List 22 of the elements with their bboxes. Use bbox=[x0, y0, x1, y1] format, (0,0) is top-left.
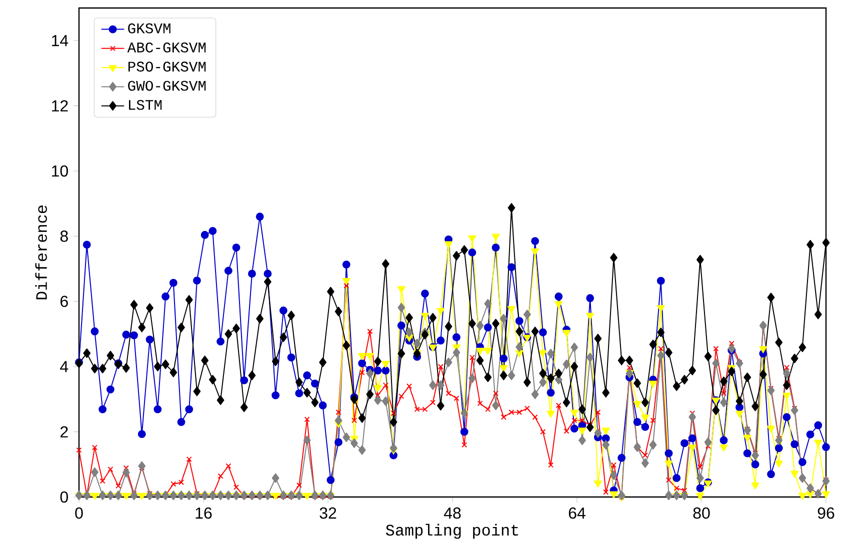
y-tick-label: 8 bbox=[60, 230, 68, 242]
x-tick-label: 0 bbox=[75, 507, 83, 519]
x-tick-label: 96 bbox=[818, 507, 834, 519]
x-tick-label: 80 bbox=[693, 507, 710, 519]
y-tick-label: 4 bbox=[60, 361, 68, 372]
x-tick-label: 64 bbox=[568, 507, 586, 519]
x-tick-label: 48 bbox=[444, 507, 461, 519]
legend-label: PSO-GKSVM bbox=[128, 62, 206, 72]
x-tick-label: 32 bbox=[320, 507, 336, 519]
y-tick-label: 14 bbox=[52, 35, 68, 46]
y-tick-label: 6 bbox=[60, 296, 68, 308]
y-axis-title: Difference bbox=[35, 206, 47, 300]
legend-label: LSTM bbox=[129, 100, 162, 110]
x-axis-title: Sampling point bbox=[386, 524, 518, 539]
legend-label: GKSVM bbox=[128, 23, 170, 34]
y-tick-label: 0 bbox=[60, 491, 68, 503]
y-tick-label: 10 bbox=[52, 165, 68, 177]
y-tick-label: 2 bbox=[60, 426, 68, 438]
legend-label: GWO-GKSVM bbox=[128, 80, 206, 91]
x-tick-label: 16 bbox=[196, 507, 212, 519]
legend-label: ABC-GKSVM bbox=[127, 42, 206, 52]
y-tick-label: 12 bbox=[52, 100, 68, 112]
